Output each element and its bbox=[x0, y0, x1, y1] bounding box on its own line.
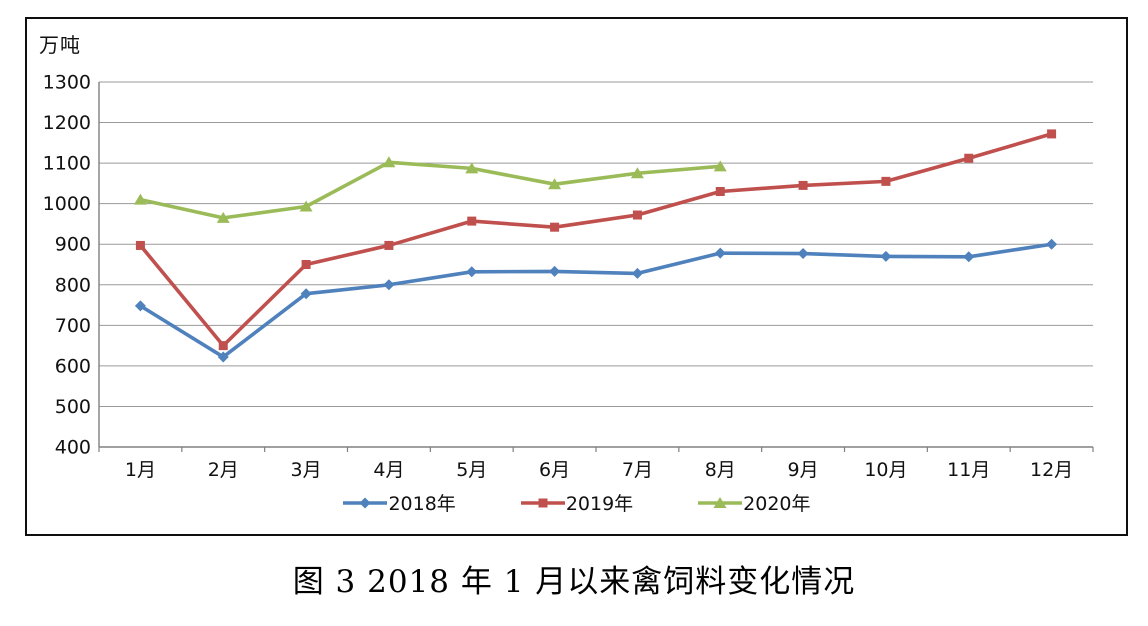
series-marker-2019年 bbox=[301, 260, 311, 269]
x-tick-label: 2月 bbox=[208, 459, 239, 481]
series-marker-2020年 bbox=[713, 160, 727, 172]
chart-frame: 万吨 400 500 600 700 800 900 1000 1100 1200 1300 1月 2… bbox=[25, 17, 1128, 536]
y-tick-label: 1000 bbox=[43, 193, 91, 215]
series-marker-2018年 bbox=[631, 267, 643, 279]
x-tick-label: 8月 bbox=[705, 459, 736, 481]
y-tick-label: 600 bbox=[55, 355, 91, 377]
legend-item-2018年: 2018年 bbox=[342, 489, 456, 516]
y-tick-label: 1200 bbox=[43, 112, 91, 134]
legend-marker-diamond-icon bbox=[343, 497, 388, 508]
series-marker-2019年 bbox=[135, 240, 145, 250]
x-tick-label: 7月 bbox=[622, 459, 653, 481]
y-tick-label: 1100 bbox=[43, 153, 91, 175]
y-tick-label: 400 bbox=[55, 437, 91, 459]
x-tick-label: 1月 bbox=[125, 459, 156, 481]
x-tick-label: 10月 bbox=[864, 459, 907, 481]
legend-marker-square-icon bbox=[520, 498, 565, 507]
series-marker-2020年 bbox=[465, 162, 479, 174]
series-marker-2020年 bbox=[216, 211, 230, 223]
y-tick-label: 800 bbox=[55, 274, 91, 296]
series-marker-2020年 bbox=[548, 178, 562, 190]
figure-caption: 图 3 2018 年 1 月以来禽饲料变化情况 bbox=[292, 564, 856, 600]
x-tick-label: 12月 bbox=[1030, 459, 1073, 481]
legend-item-2020年: 2020年 bbox=[697, 489, 811, 516]
series-marker-2020年 bbox=[133, 193, 147, 205]
series-marker-2019年 bbox=[798, 180, 808, 190]
series-marker-2019年 bbox=[964, 153, 974, 163]
series-marker-2019年 bbox=[881, 176, 891, 186]
series-marker-2020年 bbox=[630, 167, 644, 179]
series-marker-2019年 bbox=[550, 222, 560, 232]
y-tick-label: 700 bbox=[55, 315, 91, 337]
x-tick-label: 5月 bbox=[456, 459, 487, 481]
series-marker-2019年 bbox=[467, 216, 477, 226]
x-tick-label: 4月 bbox=[373, 459, 404, 481]
series-marker-2018年 bbox=[134, 300, 146, 312]
series-line-2018年 bbox=[138, 242, 1054, 359]
legend-marker-triangle-icon bbox=[698, 496, 743, 508]
y-axis-unit-label: 万吨 bbox=[39, 33, 81, 57]
line-chart: 400 500 600 700 800 900 1000 1100 1200 1300 1月 2月 3月… bbox=[43, 72, 1094, 481]
series-marker-2018年 bbox=[466, 266, 478, 278]
y-tick-label: 1300 bbox=[43, 72, 91, 94]
y-tick-label: 500 bbox=[55, 396, 91, 418]
x-tick-label: 11月 bbox=[947, 459, 990, 481]
chart-legend: 2018年 2019年 2020年 bbox=[27, 489, 1126, 516]
y-tick-label: 900 bbox=[55, 234, 91, 256]
series-marker-2018年 bbox=[549, 265, 561, 277]
series-marker-2019年 bbox=[384, 240, 394, 250]
legend-label: 2020年 bbox=[743, 493, 811, 515]
series-line-2019年 bbox=[138, 132, 1054, 348]
series-marker-2018年 bbox=[1046, 238, 1058, 250]
x-tick-label: 3月 bbox=[291, 459, 322, 481]
series-marker-2018年 bbox=[714, 247, 726, 259]
series-marker-2018年 bbox=[217, 351, 229, 363]
legend-item-2019年: 2019年 bbox=[520, 489, 633, 516]
legend-label: 2019年 bbox=[565, 493, 634, 515]
series-marker-2018年 bbox=[880, 250, 892, 262]
series-line-2020年 bbox=[138, 160, 723, 220]
legend-label: 2018年 bbox=[388, 493, 456, 515]
series-marker-2018年 bbox=[797, 248, 809, 260]
series-marker-2019年 bbox=[715, 187, 725, 196]
series-marker-2020年 bbox=[299, 200, 313, 212]
series-marker-2018年 bbox=[300, 288, 312, 300]
x-tick-label: 9月 bbox=[788, 459, 819, 481]
series-marker-2019年 bbox=[218, 341, 228, 351]
series-marker-2018年 bbox=[383, 279, 395, 291]
series-marker-2020年 bbox=[382, 156, 396, 168]
series-marker-2018年 bbox=[963, 251, 975, 263]
x-tick-label: 6月 bbox=[539, 459, 570, 481]
series-marker-2019年 bbox=[632, 210, 642, 220]
series-marker-2019年 bbox=[1047, 129, 1057, 139]
